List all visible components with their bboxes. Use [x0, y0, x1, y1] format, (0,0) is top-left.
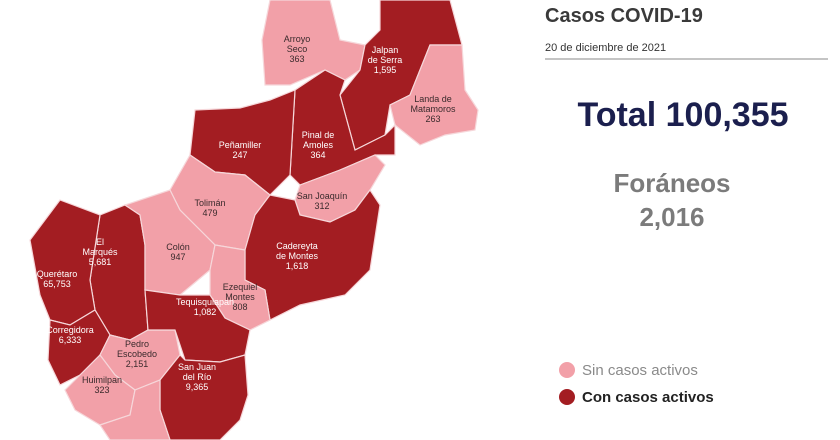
map — [29, 0, 479, 440]
municipality-name: Arroyo — [284, 34, 311, 44]
municipality-name: Peñamiller — [219, 140, 262, 150]
legend: Sin casos activos Con casos activos — [559, 362, 714, 406]
municipality-cases: 9,365 — [186, 382, 209, 392]
municipality-name: Jalpan — [372, 45, 399, 55]
municipality-label: Ezequiel Montes 808 — [223, 282, 258, 312]
municipality-cases: 1,618 — [286, 261, 309, 271]
municipality-name: Matamoros — [410, 104, 456, 114]
municipality-name: El — [96, 237, 104, 247]
municipality-area — [261, 0, 366, 86]
municipality-cases: 5,681 — [89, 257, 112, 267]
municipality-cases: 323 — [94, 385, 109, 395]
municipality-area — [209, 244, 271, 331]
municipality-cases: 947 — [170, 252, 185, 262]
legend-label: Sin casos activos — [582, 362, 698, 379]
municipality-name: Amoles — [303, 140, 334, 150]
municipality-name: de Serra — [368, 55, 403, 65]
municipality-name: Tequisquiapan — [176, 297, 234, 307]
municipality-cases: 263 — [425, 114, 440, 124]
municipality-name: Corregidora — [46, 325, 94, 335]
municipality-label: El Marqués 5,681 — [82, 237, 118, 267]
municipality-cases: 1,595 — [374, 65, 397, 75]
municipality-name: Querétaro — [37, 269, 78, 279]
date: 20 de diciembre de 2021 — [545, 42, 666, 54]
municipality-name: Huimilpan — [82, 375, 122, 385]
municipality-name: Marqués — [82, 247, 118, 257]
foraneos-value: 2,016 — [639, 202, 704, 232]
municipality-label: Querétaro 65,753 — [37, 269, 78, 289]
municipality-label: Colón 947 — [166, 242, 190, 262]
municipality-name: del Río — [183, 372, 212, 382]
municipality-label: Landa de Matamoros 263 — [410, 94, 456, 124]
municipality-name: Ezequiel — [223, 282, 258, 292]
municipality-label: Cadereyta de Montes 1,618 — [276, 241, 319, 271]
municipality-label: Jalpan de Serra 1,595 — [368, 45, 403, 75]
municipality-name: Tolimán — [194, 198, 225, 208]
municipality-name: Landa de — [414, 94, 452, 104]
municipality-cases: 364 — [310, 150, 325, 160]
municipality-label: Pedro Escobedo 2,151 — [117, 339, 157, 369]
municipality-name: Colón — [166, 242, 190, 252]
municipality-cases: 1,082 — [194, 307, 217, 317]
legend-swatch — [559, 362, 575, 378]
municipality-label: Peñamiller 247 — [219, 140, 262, 160]
foraneos-label: Foráneos — [613, 168, 730, 198]
municipality-label: Huimilpan 323 — [82, 375, 122, 395]
municipality-label: Corregidora 6,333 — [46, 325, 94, 345]
municipality-name: de Montes — [276, 251, 319, 261]
municipality-name: San Joaquín — [297, 191, 348, 201]
municipality-cases: 2,151 — [126, 359, 149, 369]
legend-label: Con casos activos — [582, 389, 714, 406]
total-label: Total — [577, 96, 656, 134]
municipality-name: San Juan — [178, 362, 216, 372]
municipality-cases: 479 — [202, 208, 217, 218]
municipality-label: San Juan del Río 9,365 — [178, 362, 216, 392]
municipality-cases: 6,333 — [59, 335, 82, 345]
municipality-name: Pedro — [125, 339, 149, 349]
legend-swatch — [559, 389, 575, 405]
municipality-name: Seco — [287, 44, 308, 54]
municipality-label: Arroyo Seco 363 — [284, 34, 311, 64]
municipality-cases: 363 — [289, 54, 304, 64]
municipality-name: Pinal de — [302, 130, 335, 140]
municipality-name: Cadereyta — [276, 241, 318, 251]
municipality-area — [99, 379, 171, 440]
total: Total 100,355 — [577, 96, 788, 134]
municipality-name: Montes — [225, 292, 255, 302]
municipality-cases: 808 — [232, 302, 247, 312]
municipality-label: San Joaquín 312 — [297, 191, 348, 211]
municipality-cases: 312 — [314, 201, 329, 211]
total-value: 100,355 — [666, 96, 789, 134]
municipality-area — [389, 44, 479, 146]
municipality-cases: 247 — [232, 150, 247, 160]
municipality-label: Tequisquiapan 1,082 — [176, 297, 234, 317]
municipality-cases: 65,753 — [43, 279, 71, 289]
municipality-name: Escobedo — [117, 349, 157, 359]
municipality-label: Pinal de Amoles 364 — [302, 130, 335, 160]
title: Casos COVID-19 — [545, 5, 703, 27]
municipality-label: Tolimán 479 — [194, 198, 225, 218]
